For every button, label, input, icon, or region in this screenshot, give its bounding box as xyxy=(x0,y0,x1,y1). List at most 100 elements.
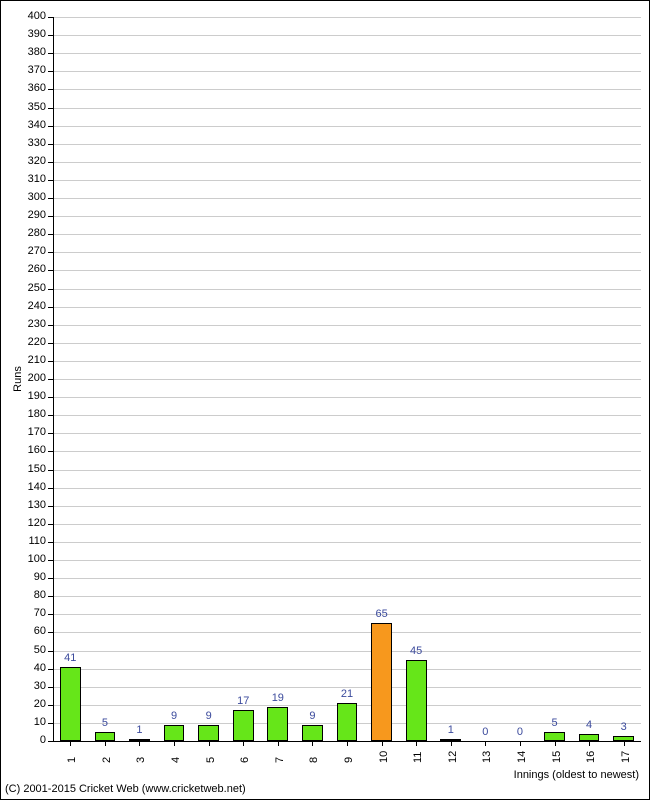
gridline xyxy=(53,379,641,380)
gridline xyxy=(53,35,641,36)
xtick-label: 15 xyxy=(551,751,563,763)
ytick-label: 270 xyxy=(18,245,46,257)
gridline xyxy=(53,180,641,181)
bar-value-label: 0 xyxy=(470,726,500,738)
xtick-mark xyxy=(485,741,486,746)
xtick-mark xyxy=(347,741,348,746)
xtick-mark xyxy=(105,741,106,746)
gridline xyxy=(53,632,641,633)
bar xyxy=(164,725,185,741)
ytick-label: 300 xyxy=(18,191,46,203)
ytick-label: 30 xyxy=(18,680,46,692)
bar xyxy=(406,660,427,741)
gridline xyxy=(53,144,641,145)
bar-value-label: 21 xyxy=(332,688,362,700)
gridline xyxy=(53,89,641,90)
ytick-label: 40 xyxy=(18,662,46,674)
bar-value-label: 45 xyxy=(401,645,431,657)
ytick-label: 320 xyxy=(18,155,46,167)
bar-value-label: 41 xyxy=(55,652,85,664)
xtick-mark xyxy=(451,741,452,746)
ytick-label: 110 xyxy=(18,535,46,547)
gridline xyxy=(53,71,641,72)
gridline xyxy=(53,542,641,543)
gridline xyxy=(53,506,641,507)
ytick-label: 210 xyxy=(18,354,46,366)
xtick-label: 6 xyxy=(239,757,251,763)
ytick-label: 170 xyxy=(18,426,46,438)
ytick-label: 390 xyxy=(18,28,46,40)
gridline xyxy=(53,397,641,398)
xtick-label: 7 xyxy=(274,757,286,763)
ytick-label: 360 xyxy=(18,82,46,94)
bar-value-label: 1 xyxy=(436,724,466,736)
xtick-label: 9 xyxy=(343,757,355,763)
gridline xyxy=(53,560,641,561)
xtick-label: 1 xyxy=(66,757,78,763)
ytick-label: 230 xyxy=(18,318,46,330)
ytick-label: 100 xyxy=(18,553,46,565)
xtick-mark xyxy=(278,741,279,746)
bar xyxy=(337,703,358,741)
gridline xyxy=(53,126,641,127)
bar xyxy=(544,732,565,741)
bar-value-label: 5 xyxy=(90,717,120,729)
y-axis-line xyxy=(53,17,54,741)
gridline xyxy=(53,470,641,471)
ytick-label: 280 xyxy=(18,227,46,239)
ytick-label: 0 xyxy=(18,734,46,746)
xtick-label: 10 xyxy=(378,751,390,763)
gridline xyxy=(53,524,641,525)
bar-value-label: 9 xyxy=(194,710,224,722)
bar-value-label: 3 xyxy=(609,721,639,733)
ytick-label: 310 xyxy=(18,173,46,185)
gridline xyxy=(53,325,641,326)
xtick-mark xyxy=(520,741,521,746)
bar xyxy=(579,734,600,741)
gridline xyxy=(53,614,641,615)
bar-value-label: 1 xyxy=(124,724,154,736)
gridline xyxy=(53,289,641,290)
xtick-label: 11 xyxy=(412,752,424,763)
xtick-mark xyxy=(243,741,244,746)
chart-container: Runs Innings (oldest to newest) (C) 2001… xyxy=(0,0,650,800)
gridline xyxy=(53,488,641,489)
ytick-label: 260 xyxy=(18,263,46,275)
gridline xyxy=(53,669,641,670)
bar-value-label: 17 xyxy=(228,695,258,707)
xtick-label: 17 xyxy=(620,751,632,763)
bar-value-label: 65 xyxy=(367,608,397,620)
xtick-mark xyxy=(555,741,556,746)
ytick-label: 240 xyxy=(18,300,46,312)
ytick-label: 350 xyxy=(18,101,46,113)
ytick-label: 200 xyxy=(18,372,46,384)
ytick-label: 370 xyxy=(18,64,46,76)
gridline xyxy=(53,198,641,199)
xtick-label: 14 xyxy=(516,751,528,763)
ytick-label: 220 xyxy=(18,336,46,348)
ytick-label: 90 xyxy=(18,571,46,583)
xtick-label: 3 xyxy=(135,757,147,763)
gridline xyxy=(53,415,641,416)
bar xyxy=(198,725,219,741)
ytick-label: 130 xyxy=(18,499,46,511)
xtick-mark xyxy=(312,741,313,746)
ytick-label: 150 xyxy=(18,463,46,475)
ytick-label: 380 xyxy=(18,46,46,58)
bar-value-label: 19 xyxy=(263,692,293,704)
bar xyxy=(60,667,81,741)
xtick-mark xyxy=(209,741,210,746)
bar xyxy=(267,707,288,741)
ytick-label: 20 xyxy=(18,698,46,710)
bar xyxy=(371,623,392,741)
bar-value-label: 5 xyxy=(540,717,570,729)
gridline xyxy=(53,578,641,579)
bar xyxy=(233,710,254,741)
ytick-label: 330 xyxy=(18,137,46,149)
gridline xyxy=(53,216,641,217)
ytick-label: 70 xyxy=(18,607,46,619)
gridline xyxy=(53,361,641,362)
gridline xyxy=(53,343,641,344)
gridline xyxy=(53,433,641,434)
xtick-label: 5 xyxy=(205,757,217,763)
